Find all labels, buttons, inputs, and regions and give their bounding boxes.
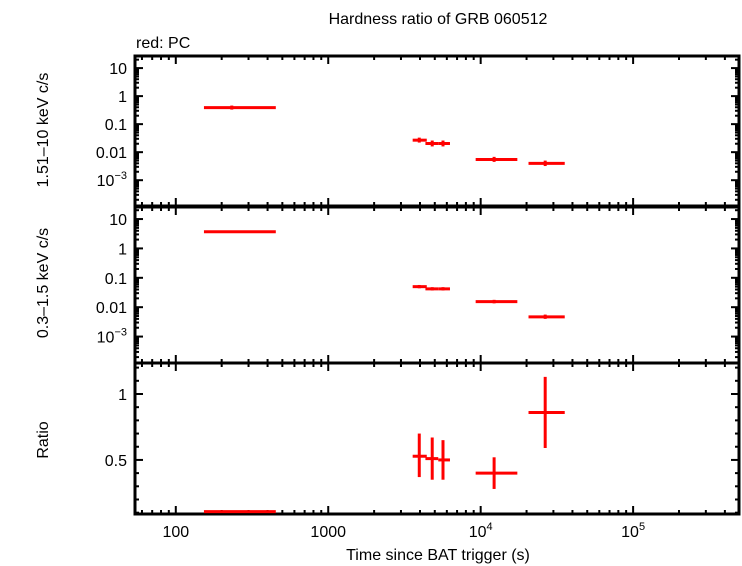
x-tick-label: 100 (162, 524, 189, 541)
panel-soft: 10 1 0.1 0.01 10−3 0.3–1.5 keV c/s (35, 205, 741, 365)
y-axis-label: 1.51–10 keV c/s (35, 73, 52, 188)
y-axis-label: 0.3–1.5 keV c/s (35, 228, 52, 338)
y-tick-label: 10 (109, 212, 127, 229)
data-point (425, 437, 439, 480)
y-tick-label: 0.01 (96, 300, 127, 317)
data-point (438, 287, 450, 291)
x-tick-label: 1000 (310, 524, 346, 541)
data-point (412, 284, 427, 289)
y-tick-label: 0.1 (105, 271, 127, 288)
data-point (412, 137, 427, 143)
x-tick-label: 104 (469, 521, 493, 541)
data-point (425, 287, 439, 291)
data-point (438, 440, 450, 480)
x-axis-label: Time since BAT trigger (s) (346, 547, 530, 564)
legend-note: red: PC (136, 35, 190, 52)
data-point (203, 510, 276, 514)
data-point (438, 140, 450, 147)
chart-title: Hardness ratio of GRB 060512 (329, 11, 548, 28)
data-point (203, 230, 276, 234)
x-tick-label: 105 (621, 521, 645, 541)
y-tick-label: 1 (118, 241, 127, 258)
y-tick-label: 1 (118, 387, 127, 404)
data-point (528, 314, 565, 319)
y-tick-label: 10−3 (97, 170, 127, 190)
y-tick-label: 0.5 (105, 453, 127, 470)
data-point (475, 156, 518, 162)
data-point (425, 140, 439, 147)
data-point (475, 299, 518, 304)
y-axis-label: Ratio (35, 421, 52, 458)
data-point (203, 105, 276, 110)
y-tick-label: 10−3 (97, 327, 127, 347)
panel-ratio: 1 0.5 Ratio 100 1000 104 105 (35, 361, 741, 541)
y-tick-label: 0.01 (96, 145, 127, 162)
panel-hard: 10 1 0.1 0.01 10−3 1.51–10 keV c/s (35, 54, 741, 208)
panel-frame (133, 361, 741, 516)
y-tick-label: 1 (118, 89, 127, 106)
data-point (528, 160, 565, 167)
panel-frame (133, 54, 741, 208)
y-tick-label: 0.1 (105, 117, 127, 134)
data-point (475, 457, 518, 489)
data-point (412, 433, 427, 478)
data-point (528, 376, 565, 449)
y-tick-label: 10 (109, 61, 127, 78)
